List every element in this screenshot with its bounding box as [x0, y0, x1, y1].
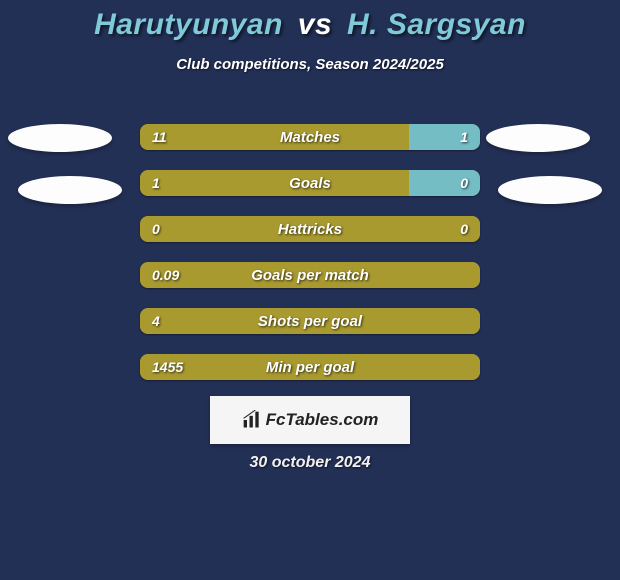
stat-rows: 111Matches 10Goals 00Hattricks 0.09Goals pe…: [140, 124, 480, 400]
player2-name: H. Sargsyan: [347, 8, 526, 41]
stat-row: 10Goals: [140, 170, 480, 196]
stat-label: Goals per match: [140, 262, 480, 288]
right-team-badge: [486, 124, 590, 152]
chart-icon: [242, 410, 262, 430]
left-team-badge: [8, 124, 112, 152]
stat-label: Goals: [140, 170, 480, 196]
stat-row: 4Shots per goal: [140, 308, 480, 334]
logo-text: FcTables.com: [266, 410, 379, 430]
subtitle: Club competitions, Season 2024/2025: [0, 56, 620, 73]
comparison-title: Harutyunyan vs H. Sargsyan: [0, 8, 620, 42]
stat-label: Matches: [140, 124, 480, 150]
vs-text: vs: [298, 8, 332, 41]
stat-label: Min per goal: [140, 354, 480, 380]
left-team-badge: [18, 176, 122, 204]
stat-label: Shots per goal: [140, 308, 480, 334]
stat-label: Hattricks: [140, 216, 480, 242]
player1-name: Harutyunyan: [94, 8, 283, 41]
right-team-badge: [498, 176, 602, 204]
date-text: 30 october 2024: [0, 454, 620, 472]
stat-row: 0.09Goals per match: [140, 262, 480, 288]
stat-row: 111Matches: [140, 124, 480, 150]
fctables-logo: FcTables.com: [210, 396, 410, 444]
stat-row: 00Hattricks: [140, 216, 480, 242]
stat-row: 1455Min per goal: [140, 354, 480, 380]
